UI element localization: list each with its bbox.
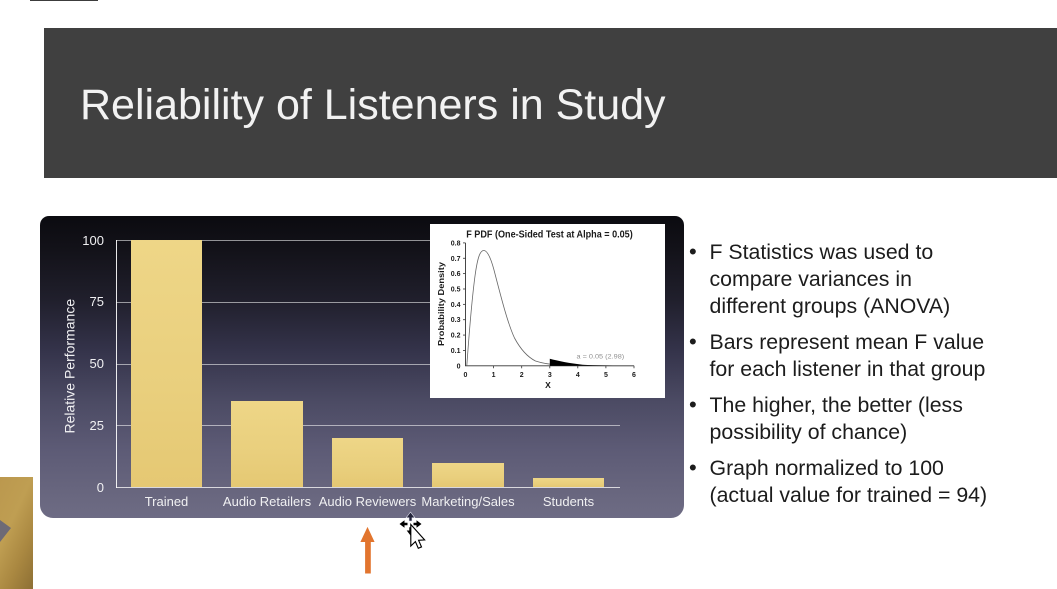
svg-text:0: 0: [457, 363, 461, 370]
svg-text:1: 1: [492, 372, 496, 379]
svg-text:0.6: 0.6: [451, 271, 461, 278]
svg-text:2: 2: [520, 372, 524, 379]
svg-text:Probability Density: Probability Density: [436, 262, 446, 346]
svg-text:4: 4: [576, 372, 580, 379]
svg-text:F PDF (One-Sided Test at Alpha: F PDF (One-Sided Test at Alpha = 0.05): [466, 229, 633, 240]
svg-text:0.7: 0.7: [451, 256, 461, 263]
svg-text:6: 6: [632, 372, 636, 379]
svg-text:5: 5: [604, 372, 608, 379]
svg-text:0.2: 0.2: [451, 333, 461, 340]
svg-text:3: 3: [548, 372, 552, 379]
svg-text:0.1: 0.1: [451, 348, 461, 355]
svg-text:0.5: 0.5: [451, 287, 461, 294]
svg-text:0: 0: [464, 372, 468, 379]
svg-text:0.4: 0.4: [451, 302, 461, 309]
svg-text:X: X: [545, 380, 551, 390]
svg-text:0.8: 0.8: [451, 240, 461, 247]
svg-text:a = 0.05 (2.98): a = 0.05 (2.98): [577, 354, 625, 361]
svg-text:0.3: 0.3: [451, 317, 461, 324]
